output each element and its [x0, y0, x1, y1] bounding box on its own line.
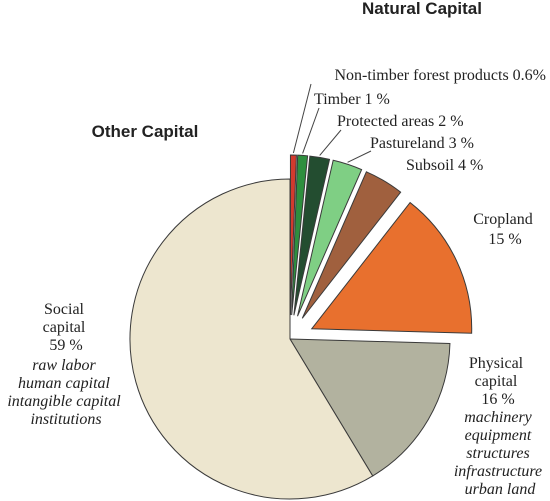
- pie-slice-cropland: [310, 201, 473, 334]
- slice-label-timber: Timber 1 %: [314, 91, 390, 108]
- leader-line-non-timber-forest-products: [292, 83, 312, 154]
- leader-line-pastureland: [347, 150, 372, 163]
- slice-label-subsoil: Subsoil 4 %: [406, 157, 483, 174]
- slice-label-pastureland: Pastureland 3 %: [370, 135, 474, 152]
- slice-label-non-timber: Non-timber forest products 0.6%: [334, 67, 546, 84]
- pie-slice-physical-capital: [289, 338, 451, 477]
- leader-line-protected-areas: [319, 129, 342, 156]
- group-title-other-capital: Other Capital: [92, 122, 199, 141]
- pie-slice-pastureland: [297, 159, 363, 317]
- pie-slice-timber: [291, 154, 309, 316]
- slice-label-protected-areas: Protected areas 2 %: [337, 113, 464, 130]
- pie-slice-protected-areas: [293, 155, 331, 316]
- slice-label-social-capital: Social capital 59 %: [43, 301, 90, 354]
- social-capital-details: raw labor human capital intangible capit…: [7, 357, 124, 428]
- pie-slices: [129, 154, 473, 500]
- physical-capital-details: machinery equipment structures infrastru…: [454, 409, 546, 498]
- slice-label-cropland: Cropland 15 %: [473, 211, 537, 248]
- leader-line-timber: [302, 107, 320, 154]
- pie-slice-social-capital: [129, 178, 374, 500]
- slice-label-physical-capital: Physical capital 16 %: [469, 355, 527, 408]
- pie-slice-non-timber-forest-products: [289, 154, 297, 316]
- group-title-natural-capital: Natural Capital: [362, 0, 482, 18]
- leader-lines: [292, 83, 372, 163]
- pie-slice-subsoil: [301, 171, 402, 319]
